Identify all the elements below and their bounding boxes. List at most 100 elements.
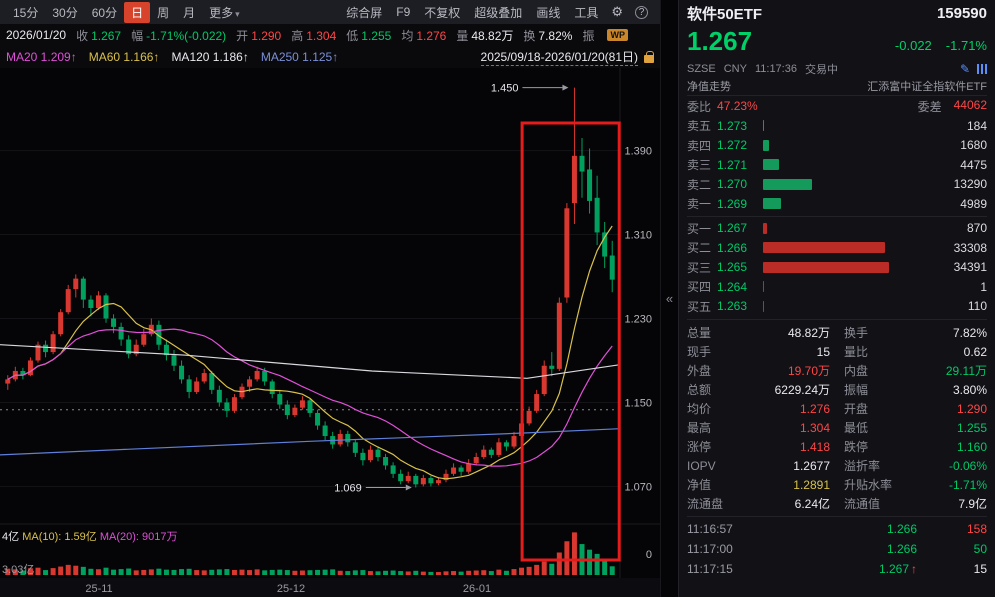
candle [81, 279, 86, 300]
settings-gear-icon[interactable]: ⚙ [605, 4, 629, 20]
period-tab-2[interactable]: 60分 [85, 2, 124, 23]
candle [557, 303, 562, 369]
ask-price: 1.270 [717, 177, 763, 191]
candle [474, 457, 479, 463]
period-tab-3[interactable]: 日 [124, 2, 150, 23]
toolbar-action-3[interactable]: 超级叠加 [467, 2, 529, 23]
period-tab-6[interactable]: 更多▾ [202, 2, 247, 23]
bid-qty: 1 [929, 280, 987, 294]
toolbar-action-5[interactable]: 工具 [567, 2, 605, 23]
volume-bar [421, 572, 426, 575]
ask-row-4[interactable]: 卖一1.2694989 [687, 194, 987, 214]
toolbar-action-0[interactable]: 综合屏 [339, 2, 389, 23]
bid-price: 1.265 [717, 260, 763, 274]
candle [542, 366, 547, 394]
bid-price: 1.264 [717, 280, 763, 294]
candle [360, 453, 365, 460]
volume-bar [595, 554, 600, 575]
kline-chart[interactable]: 1.3901.3101.2301.1501.0701.4501.0694亿 MA… [0, 68, 660, 597]
candle [172, 355, 177, 365]
volume-bar [126, 569, 131, 575]
volume-bar [474, 571, 479, 576]
help-icon[interactable]: ? [635, 6, 648, 19]
candle [141, 334, 146, 344]
volume-bar [73, 566, 78, 575]
info-field-7: 换7.82% [523, 27, 572, 44]
toolbar-action-1[interactable]: F9 [389, 3, 417, 21]
volume-bar [391, 571, 396, 576]
bid-row-1[interactable]: 买二1.26633308 [687, 238, 987, 258]
ask-row-0[interactable]: 卖五1.273184 [687, 116, 987, 136]
ask-row-1[interactable]: 卖四1.2721680 [687, 136, 987, 156]
volume-bar [383, 571, 388, 575]
period-tab-1[interactable]: 30分 [45, 2, 84, 23]
collapse-panel-button[interactable]: « [660, 0, 678, 597]
bid-row-4[interactable]: 买五1.263110 [687, 297, 987, 317]
volume-bar [262, 570, 267, 575]
nav-trend-link[interactable]: 净值走势 [687, 78, 731, 94]
volume-bar [66, 565, 71, 575]
arrow-right-icon [406, 484, 412, 490]
period-tab-0[interactable]: 15分 [6, 2, 45, 23]
stat-9: 开盘1.290 [844, 399, 987, 418]
volume-bar [512, 569, 517, 575]
volume-bar [149, 569, 154, 575]
candle [549, 366, 554, 369]
toolbar-actions: 综合屏F9不复权超级叠加画线工具⚙? [339, 2, 654, 23]
kline-canvas[interactable]: 1.3901.3101.2301.1501.0701.4501.0694亿 MA… [0, 68, 660, 597]
period-tab-5[interactable]: 月 [176, 2, 202, 23]
lock-icon[interactable] [644, 55, 654, 63]
wp-badge: WP [607, 29, 628, 41]
bid-price: 1.263 [717, 299, 763, 313]
period-tabs: 15分30分60分日周月更多▾ [6, 2, 247, 23]
chart-section: 15分30分60分日周月更多▾ 综合屏F9不复权超级叠加画线工具⚙? 2026/… [0, 0, 660, 597]
volume-bar [353, 570, 358, 575]
edit-icon[interactable]: ✎ [960, 62, 970, 76]
tick-price: 1.266 [767, 542, 917, 556]
bid-price: 1.266 [717, 241, 763, 255]
toolbar-action-2[interactable]: 不复权 [417, 2, 467, 23]
volume-bar [413, 571, 418, 575]
stat-7: 振幅3.80% [844, 380, 987, 399]
volume-bar [179, 569, 184, 575]
volume-bar [164, 570, 169, 575]
stat-5: 内盘29.11万 [844, 361, 987, 380]
kline-icon[interactable] [977, 64, 987, 74]
ask-row-2[interactable]: 卖三1.2714475 [687, 155, 987, 175]
ask-row-3[interactable]: 卖二1.27013290 [687, 175, 987, 195]
candle [428, 478, 433, 483]
price-change-pct: -1.71% [946, 38, 987, 53]
price-annotation: 1.069 [334, 482, 362, 494]
candle [300, 400, 305, 407]
candle [398, 474, 403, 481]
volume-bar [96, 569, 101, 575]
candle [111, 318, 116, 326]
toolbar-action-4[interactable]: 画线 [529, 2, 567, 23]
bid-qty: 870 [929, 221, 987, 235]
period-tab-4[interactable]: 周 [150, 2, 176, 23]
candle [459, 468, 464, 472]
bid-label: 买二 [687, 239, 717, 256]
volume-bar [232, 570, 237, 575]
x-axis-label: 26-01 [463, 583, 491, 595]
volume-bar [338, 571, 343, 575]
tick-time: 11:17:00 [687, 542, 767, 556]
candle [88, 300, 93, 308]
stat-2: 现手15 [687, 342, 830, 361]
volume-bar [270, 570, 275, 575]
candle [179, 366, 184, 380]
volume-bar [141, 570, 146, 575]
ask-price: 1.271 [717, 158, 763, 172]
bid-row-0[interactable]: 买一1.267870 [687, 219, 987, 239]
bid-row-2[interactable]: 买三1.26534391 [687, 258, 987, 278]
volume-bar [187, 569, 192, 575]
volume-bar [315, 570, 320, 575]
candle [512, 436, 517, 446]
date-range-selector[interactable]: 2025/09/18-2026/01/20(81日) [481, 48, 638, 66]
bid-row-3[interactable]: 买四1.2641 [687, 277, 987, 297]
order-book: 卖五1.273184卖四1.2721680卖三1.2714475卖二1.2701… [687, 116, 987, 316]
ma-value-1: MA60 1.166↑ [89, 50, 160, 64]
currency-label: CNY [724, 63, 747, 75]
ask-depth-bar [763, 198, 781, 209]
volume-bar [360, 570, 365, 575]
